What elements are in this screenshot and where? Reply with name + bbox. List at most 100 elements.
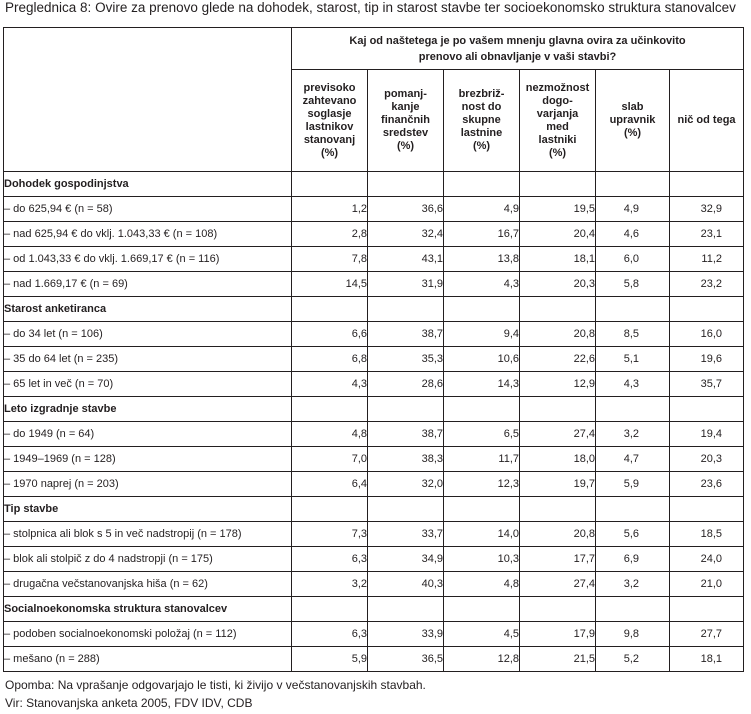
value-cell: 6,6 [291, 321, 368, 347]
value-cell: 6,5 [443, 421, 520, 447]
row-label: – od 1.043,33 € do vklj. 1.669,17 € (n =… [3, 246, 292, 272]
table-body: Dohodek gospodinjstva – do 625,94 € (n = … [3, 171, 744, 672]
value-cell: 22,6 [519, 346, 596, 372]
column-header-line: nost do [461, 101, 502, 113]
value-cell: 31,9 [367, 271, 444, 297]
value-cell: 20,8 [519, 321, 596, 347]
column-header-line: finančnih [381, 114, 430, 126]
value-cell: 4,7 [595, 446, 670, 472]
empty-cell [291, 596, 368, 622]
empty-cell [367, 496, 444, 522]
value-cell: 10,6 [443, 346, 520, 372]
value-cell: 20,4 [519, 221, 596, 247]
table-row: – drugačna večstanovanjska hiša (n = 62)… [3, 571, 744, 597]
value-cell: 27,4 [519, 571, 596, 597]
row-label: – nad 1.669,17 € (n = 69) [3, 271, 292, 297]
value-cell: 19,4 [669, 421, 744, 447]
empty-cell [595, 171, 670, 197]
empty-cell [443, 596, 520, 622]
empty-cell [443, 296, 520, 322]
value-cell: 38,7 [367, 321, 444, 347]
empty-cell [367, 296, 444, 322]
value-cell: 33,7 [367, 521, 444, 547]
value-cell: 18,1 [669, 646, 744, 672]
value-cell: 10,3 [443, 546, 520, 572]
column-header-line: lastnikov [305, 120, 354, 133]
stub-header-cell [3, 27, 292, 172]
value-cell: 14,0 [443, 521, 520, 547]
value-cell: 21,5 [519, 646, 596, 672]
column-header-line: previsoko [303, 81, 356, 94]
section-title: Tip stavbe [3, 496, 292, 522]
table-note: Opomba: Na vprašanje odgovarjajo le tist… [5, 678, 426, 692]
column-header-line: kanje [391, 101, 420, 113]
value-cell: 6,9 [595, 546, 670, 572]
section-title: Socialnoekonomska struktura stanovalcev [3, 596, 292, 622]
column-header-line: slab [621, 101, 644, 113]
value-cell: 18,0 [519, 446, 596, 472]
column-header-line: varjanja [536, 107, 579, 120]
value-cell: 19,6 [669, 346, 744, 372]
section-title: Starost anketiranca [3, 296, 292, 322]
value-cell: 12,9 [519, 371, 596, 397]
value-cell: 17,7 [519, 546, 596, 572]
value-cell: 11,2 [669, 246, 744, 272]
table-row: – stolpnica ali blok s 5 in več nadstrop… [3, 521, 744, 547]
row-label: – do 1949 (n = 64) [3, 421, 292, 447]
empty-cell [595, 596, 670, 622]
caption-label: Preglednica 8: [5, 0, 92, 15]
value-cell: 12,8 [443, 646, 520, 672]
section-title: Dohodek gospodinjstva [3, 171, 292, 197]
row-label: – 1949–1969 (n = 128) [3, 446, 292, 472]
empty-cell [519, 396, 596, 422]
value-cell: 9,8 [595, 621, 670, 647]
value-cell: 34,9 [367, 546, 444, 572]
table-row: – do 625,94 € (n = 58) 1,2 36,6 4,9 19,5 4,9 3… [3, 196, 744, 222]
empty-cell [367, 596, 444, 622]
section-row: Tip stavbe [3, 496, 744, 522]
column-header-line: brezbriž- [458, 88, 505, 100]
row-label: – 35 do 64 let (n = 235) [3, 346, 292, 372]
section-row: Leto izgradnje stavbe [3, 396, 744, 422]
column-header-line: (%) [623, 127, 642, 139]
table-row: – mešano (n = 288) 5,9 36,5 12,8 21,5 5,2 18,1 [3, 646, 744, 672]
column-header-line: med [546, 120, 569, 133]
value-cell: 20,3 [519, 271, 596, 297]
row-label: – blok ali stolpič z do 4 nadstropji (n … [3, 546, 292, 572]
value-cell: 38,3 [367, 446, 444, 472]
column-header-line: (%) [396, 140, 415, 152]
row-label: – mešano (n = 288) [3, 646, 292, 672]
value-cell: 43,1 [367, 246, 444, 272]
value-cell: 4,6 [595, 221, 670, 247]
empty-cell [519, 496, 596, 522]
value-cell: 4,9 [595, 196, 670, 222]
question-line-2: prenovo ali obnavljanje v vaši stavbi? [418, 50, 617, 63]
value-cell: 7,3 [291, 521, 368, 547]
value-cell: 4,3 [595, 371, 670, 397]
section-row: Starost anketiranca [3, 296, 744, 322]
column-header-line: zahtevano [302, 94, 357, 107]
value-cell: 5,9 [291, 646, 368, 672]
value-cell: 14,5 [291, 271, 368, 297]
table-row: – blok ali stolpič z do 4 nadstropji (n … [3, 546, 744, 572]
column-header-row: previsoko zahtevano soglasje lastnikov stano… [4, 69, 744, 172]
value-cell: 35,3 [367, 346, 444, 372]
obstacles-table: Kaj od naštetega je po vašem mnenju glav… [3, 27, 744, 672]
column-header-3: brezbriž-nost do skupne lastnine (%) [443, 69, 520, 172]
value-cell: 21,0 [669, 571, 744, 597]
column-header-line: nezmožnost [525, 81, 590, 94]
empty-cell [669, 396, 744, 422]
column-header-line: soglasje [307, 107, 352, 120]
column-header-2: pomanj-kanje finančnih sredstev (%) [367, 69, 444, 172]
row-label: – nad 625,94 € do vklj. 1.043,33 € (n = … [3, 221, 292, 247]
section-row: Dohodek gospodinjstva [3, 171, 744, 197]
value-cell: 5,8 [595, 271, 670, 297]
empty-cell [669, 296, 744, 322]
empty-cell [291, 296, 368, 322]
empty-cell [291, 396, 368, 422]
value-cell: 3,2 [595, 571, 670, 597]
value-cell: 23,2 [669, 271, 744, 297]
empty-cell [669, 596, 744, 622]
value-cell: 7,8 [291, 246, 368, 272]
empty-cell [595, 296, 670, 322]
